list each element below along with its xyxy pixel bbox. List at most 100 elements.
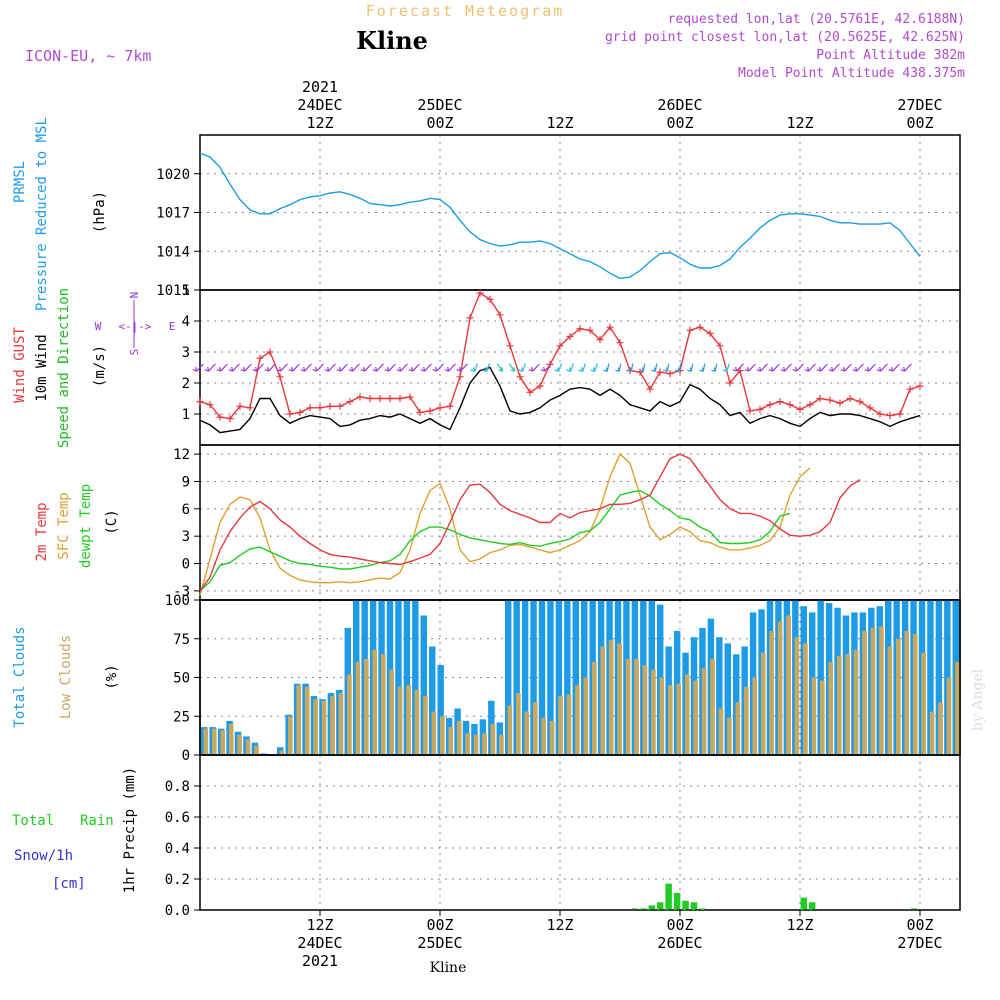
low-clouds-bar [372,649,378,755]
low-clouds-bar [330,696,335,755]
wind-direction-arrow [900,363,912,372]
wind-gust-point [246,404,254,412]
wind-gust-point [596,336,604,344]
top-time-label: 12Z [786,114,813,132]
wind-direction-arrow [496,363,504,372]
wind-gust-point [366,395,374,402]
wind-direction-arrow [780,363,792,372]
wind-direction-arrow [216,363,228,372]
low-clouds-bar [515,693,521,755]
bottom-time-label: 26DEC [657,934,702,952]
low-clouds-bar [524,711,530,755]
wind-gust-point [756,405,764,413]
low-clouds-bar [406,685,411,755]
wind-gust-point [546,360,554,368]
low-clouds-bar [659,677,665,755]
wind-gust-point [566,333,574,340]
low-clouds-bar [862,631,867,755]
low-clouds-bar [423,696,428,755]
low-clouds-bar [946,677,952,755]
low-clouds-bar [211,728,217,755]
footer-location: Kline [430,960,467,976]
low-clouds-bar [727,717,732,755]
low-clouds-bar [254,745,259,755]
wind-direction-arrow [828,363,840,372]
wind-gust-point [416,408,424,416]
bottom-time-label: 24DEC [297,934,342,952]
rain-bar [690,902,698,910]
pressure-line [199,152,921,280]
low-clouds-bar [321,700,327,755]
wind-gust-point [706,329,714,337]
wind-gust-point [786,401,794,409]
chart-title: Forecast Meteogram [366,2,565,20]
rain-bar [657,902,664,910]
temp-frame [199,444,961,601]
wind-gust-point [916,382,924,390]
low-clouds-bar [558,696,563,755]
bottom-time-label: 2021 [302,952,338,970]
clouds-ytick-label: 75 [173,632,190,648]
top-time-label: 12Z [306,114,333,132]
low-clouds-bar [735,702,741,755]
low-clouds-bar [591,662,597,755]
clouds-panel: 0 25 50 75 100 [165,593,961,764]
wind-direction-arrow [744,363,756,372]
wind-direction-arrow [518,363,526,373]
wind-gust-point [236,402,244,410]
low-clouds-bar [921,652,926,755]
2m-temp-line [199,453,861,592]
low-clouds-label: Low Clouds [58,635,74,719]
wind-gust-point [286,410,294,418]
low-clouds-bar [347,674,352,755]
wind-direction-arrow [456,363,468,372]
temperature-panel: -3 0 3 6 9 12 [173,444,961,601]
wind-ytick-label: 3 [182,345,190,361]
low-clouds-bar [625,658,631,755]
low-clouds-bar [912,634,918,755]
wind-gust-point [406,393,414,401]
total-clouds-bar [437,665,444,755]
top-time-label: 00Z [666,114,693,132]
precip-rain-label: Rain [80,813,114,829]
wind-gust-point [336,402,344,410]
wind-direction-arrow [816,363,828,372]
low-clouds-bar [245,739,251,755]
rain-bar [640,908,647,910]
wind-ytick-label: 4 [182,314,190,330]
low-clouds-bar [287,716,293,755]
low-clouds-bar [718,708,724,755]
total-clouds-bar [724,643,731,755]
precip-ytick-label: 0.2 [165,872,190,888]
temp-2m-label: 2m Temp [34,502,50,561]
pressure-ytick-label: 1014 [156,244,190,260]
wind-gust-point [266,348,274,356]
low-clouds-bar [499,734,504,755]
compass-horizontal-axis: <-|-> [118,320,151,333]
sfc-temp-line [199,452,811,596]
wind-gust-point [836,399,844,407]
grid-point-coords: grid point closest lon,lat (20.5625E, 42… [605,30,965,45]
total-clouds-bar [572,600,579,755]
wind-10m-label: 10m Wind [34,334,50,401]
low-clouds-bar [684,674,690,755]
low-clouds-bar [777,621,783,755]
top-time-label: 12Z [546,114,573,132]
bottom-time-label: 12Z [306,916,333,934]
wind-gust-point [506,342,514,350]
low-clouds-bar [203,728,209,755]
pressure-unit: (hPa) [92,191,108,233]
low-clouds-bar [786,615,791,755]
low-clouds-bar [651,669,656,755]
wind-gust-point [456,373,464,381]
wind-gust-point [776,398,784,406]
low-clouds-bar [473,734,479,755]
wind-gust-point [556,342,564,350]
wind-gust-point [206,401,214,409]
wind-direction-arrow [312,363,324,372]
total-clouds-bar [927,600,934,755]
low-clouds-bar [431,711,437,755]
wind-gust-label: Wind GUST [12,327,28,403]
wind-direction-arrow [722,363,730,373]
wind-direction-arrow [336,363,348,372]
